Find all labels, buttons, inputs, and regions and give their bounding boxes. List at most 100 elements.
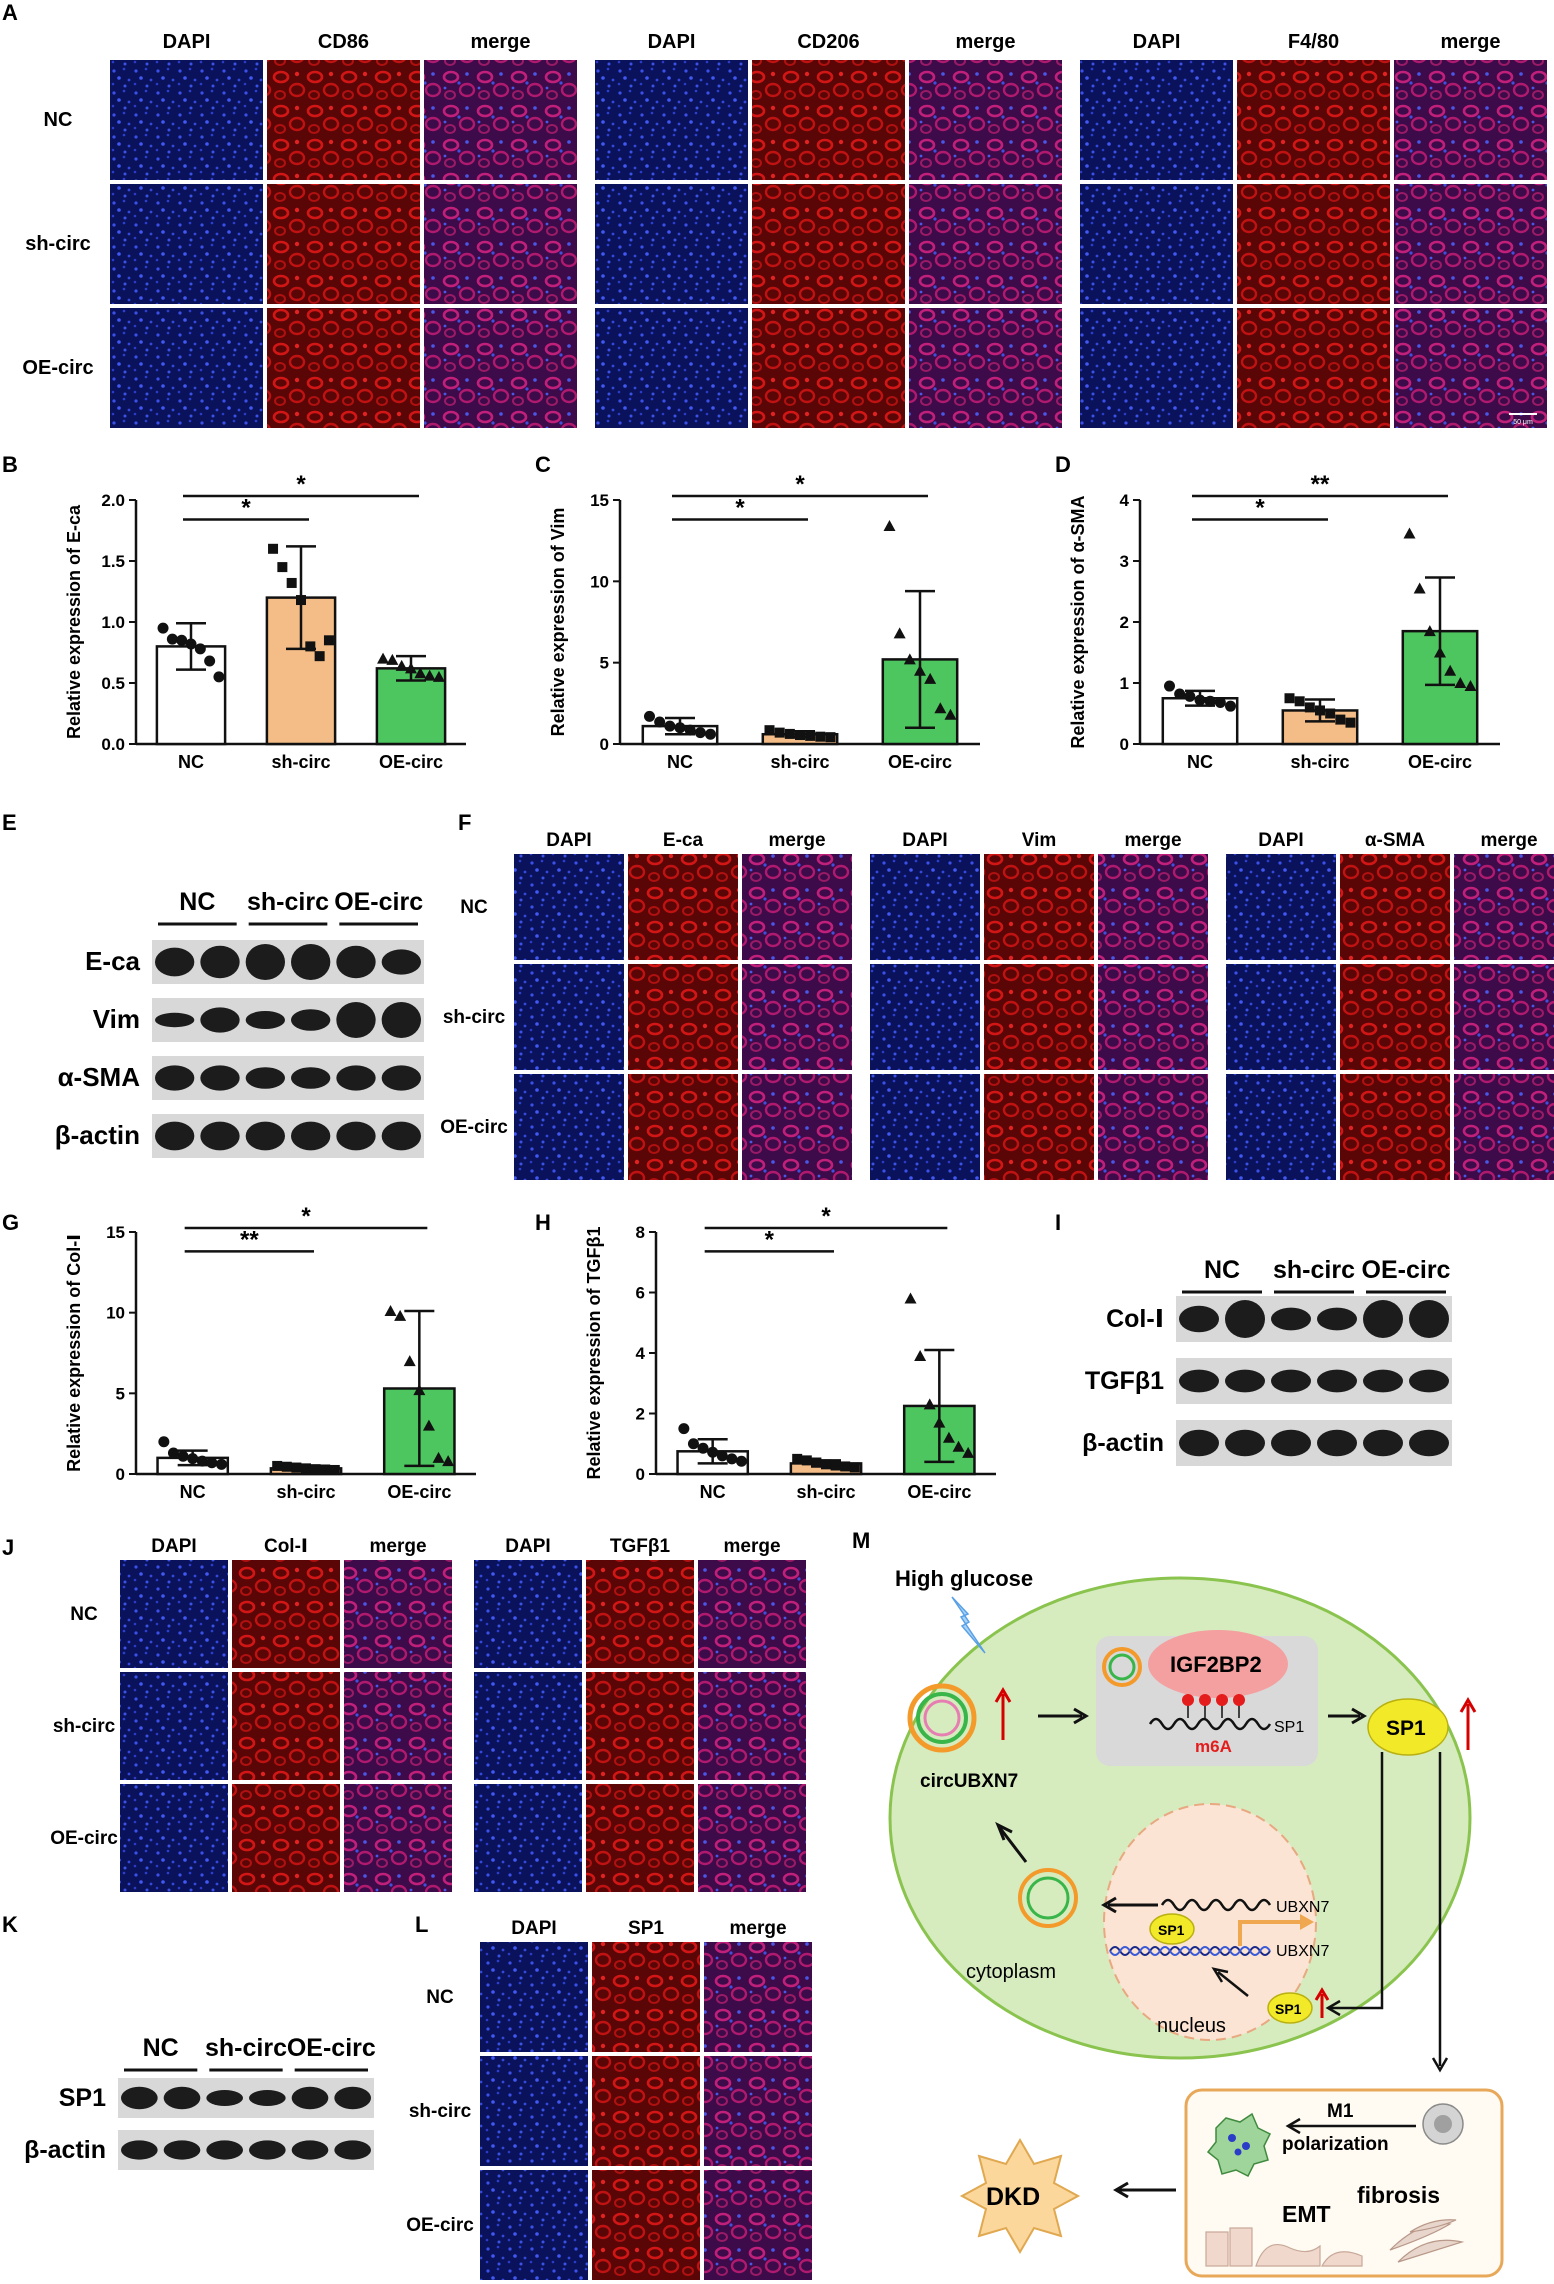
micrograph-nc-dapi — [1080, 60, 1233, 180]
micrograph-oe-circ-dapi — [480, 2170, 588, 2280]
micrograph-oe-circ-dapi — [1226, 1074, 1336, 1180]
transcription-arrow — [1238, 1920, 1306, 1946]
micrograph-oe-circ-merge — [698, 1784, 806, 1892]
panel-letter-k: K — [2, 1912, 18, 1937]
y-tick-label: 4 — [1120, 491, 1130, 510]
blot-band — [1409, 1429, 1449, 1457]
data-point — [206, 1457, 218, 1469]
data-point — [707, 1446, 719, 1458]
y-axis-label: Relative expression of Col-Ⅰ — [64, 1234, 84, 1472]
micrograph-nc-dapi — [480, 1942, 588, 2052]
data-point — [277, 562, 288, 573]
blot-label-actin: β-actin — [55, 1120, 140, 1150]
x-tick-label-nc: NC — [178, 752, 204, 772]
micrograph-nc-merge — [1394, 60, 1547, 180]
data-point — [291, 1462, 302, 1473]
y-tick-label: 0.0 — [101, 735, 125, 754]
micrograph-nc-sp1 — [592, 1942, 700, 2052]
row-label-nc: NC — [70, 1604, 98, 1625]
blot-band — [1271, 1369, 1311, 1393]
data-point — [801, 1455, 812, 1466]
blot-group-oe-circ: OE-circ — [287, 2034, 376, 2062]
panel-letter-c: C — [535, 452, 551, 477]
row-label-sh-circ: sh-circ — [53, 1716, 116, 1737]
x-tick-label-sh-circ: sh-circ — [276, 1482, 335, 1502]
data-point — [697, 1442, 709, 1454]
data-point — [1345, 717, 1356, 728]
micrograph-nc-merge — [909, 60, 1062, 180]
dkd-starburst — [959, 2138, 1081, 2254]
micrograph-nc-cd206 — [752, 60, 905, 180]
micrograph-sh-circ-merge — [704, 2056, 812, 2166]
data-point — [1204, 695, 1216, 707]
column-header-merge: merge — [723, 1536, 780, 1557]
micrograph-nc-merge — [1454, 854, 1554, 960]
column-header-sma: α-SMA — [1365, 830, 1426, 851]
column-header-merge: merge — [729, 1918, 786, 1939]
data-point — [1174, 688, 1186, 700]
blot-band — [1317, 1307, 1357, 1331]
blot-band — [1179, 1305, 1219, 1333]
blot-band — [245, 1011, 285, 1029]
blot-band — [200, 1065, 240, 1091]
y-tick-label: 0 — [116, 1465, 125, 1484]
data-point — [811, 1457, 822, 1468]
panel-letter-e: E — [2, 810, 17, 835]
emt-label: EMT — [1282, 2201, 1331, 2227]
data-point — [934, 702, 947, 714]
data-point — [903, 653, 916, 665]
data-point — [962, 1446, 975, 1458]
micrograph-oe-circ-dapi — [110, 308, 263, 428]
data-point — [654, 716, 666, 728]
blot-strip-actin — [152, 1114, 424, 1158]
panel-letter-l: L — [415, 1912, 428, 1937]
data-point — [674, 722, 686, 734]
dna-double-strand — [1109, 1946, 1271, 1956]
high-glucose-label: High glucose — [895, 1566, 1033, 1591]
column-header-dapi: DAPI — [1258, 830, 1303, 851]
sp1-protein — [1367, 1698, 1449, 1756]
micrograph-nc-tgf-1 — [586, 1560, 694, 1668]
micrograph-sh-circ-dapi — [120, 1672, 228, 1780]
data-point — [805, 730, 816, 741]
data-point — [422, 1419, 435, 1431]
data-point — [1315, 705, 1325, 716]
data-point — [395, 659, 408, 671]
micrograph-sh-circ-dapi — [595, 184, 748, 304]
blot-band — [1363, 1429, 1403, 1457]
arrow-icon — [998, 1827, 1028, 1863]
column-header-dapi: DAPI — [163, 31, 211, 53]
data-point — [432, 1451, 445, 1463]
blot-strip-vim — [152, 998, 424, 1042]
data-point — [1184, 690, 1196, 702]
significance-label: * — [821, 1203, 831, 1230]
scale-bar-label: 50 μm — [1513, 419, 1533, 426]
column-header-dapi: DAPI — [511, 1918, 556, 1939]
blot-band — [1225, 1429, 1265, 1457]
blot-band — [381, 1121, 422, 1151]
western-blot-i: NC sh-circ OE-circ Col-Ⅰ TGFβ1 β-actin — [1082, 1256, 1452, 1466]
blot-band — [381, 1065, 422, 1091]
micrograph-oe-circ-vim — [984, 1074, 1094, 1180]
circ-rna-loop-icon — [1018, 1868, 1078, 1928]
panel-letter-m: M — [852, 1528, 870, 1553]
blot-band — [334, 2140, 371, 2160]
micrograph-sh-circ-merge — [698, 1672, 806, 1780]
circ-rna-small-icon — [1102, 1647, 1142, 1687]
data-point — [687, 1438, 699, 1450]
row-label-nc: NC — [460, 897, 488, 918]
sp1-nucleus-label: SP1 — [1158, 1922, 1185, 1938]
chart-col-1: 0 5 10 15 Relative expression of Col-Ⅰ NC sh-c… — [64, 1203, 476, 1502]
data-point — [405, 662, 417, 674]
blot-label-vim: Vim — [93, 1004, 140, 1034]
micrograph-oe-circ-merge — [1454, 1074, 1554, 1180]
data-point — [1434, 646, 1446, 658]
x-tick-label-oe-circ: OE-circ — [379, 752, 443, 772]
row-label-oe-circ: OE-circ — [50, 1828, 118, 1849]
blot-group-oe-circ: OE-circ — [1362, 1256, 1451, 1284]
blot-band — [200, 945, 240, 979]
micrograph-nc-merge — [424, 60, 577, 180]
panel-j-image-grid: DAPI Col-Ⅰ merge DAPI TGFβ1 merge NC sh-circ OE-… — [50, 1536, 806, 1892]
significance-label: * — [241, 495, 251, 522]
x-tick-label-oe-circ: OE-circ — [387, 1482, 451, 1502]
